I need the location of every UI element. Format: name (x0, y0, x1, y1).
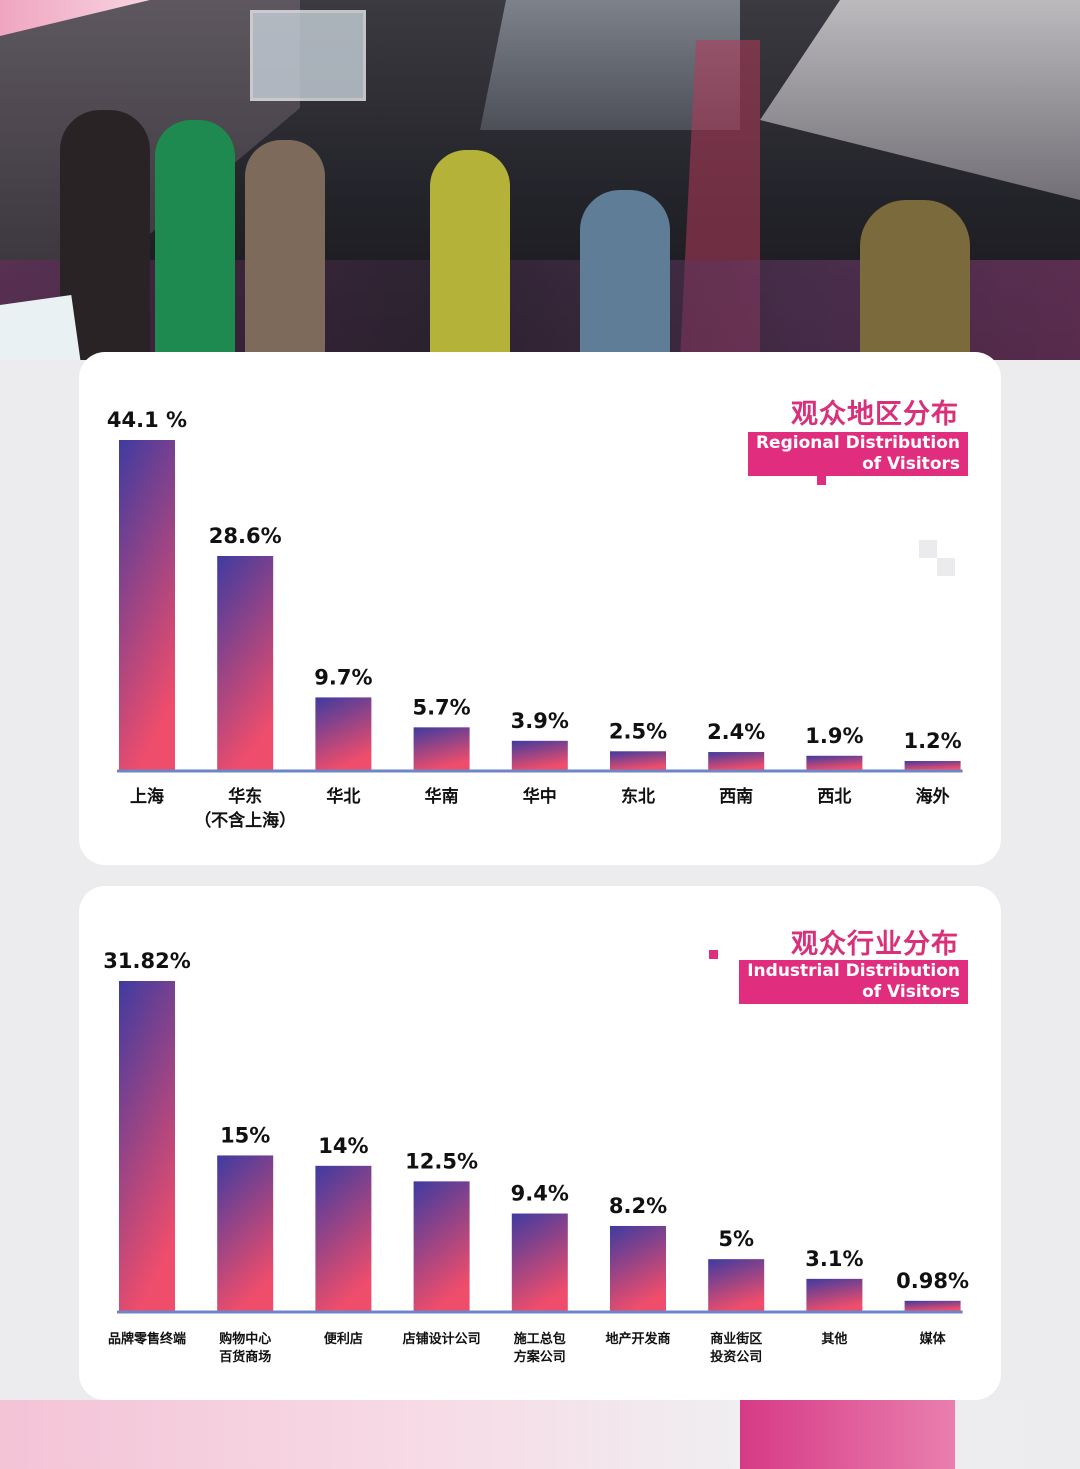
category-label: 百货商场 (219, 1349, 271, 1365)
bar (610, 751, 666, 770)
bar (413, 1181, 470, 1311)
bar (315, 697, 372, 770)
industrial-chart-card: 观众行业分布 Industrial Distribution of Visito… (79, 886, 1001, 1400)
category-label: 华北 (326, 786, 360, 807)
bar (708, 1259, 765, 1311)
category-label: 其他 (821, 1331, 847, 1347)
event-photo-banner (0, 0, 1080, 360)
bar (806, 1278, 863, 1311)
regional-title-square (817, 476, 826, 485)
industrial-title-cn: 观众行业分布 (791, 929, 959, 960)
category-label: 方案公司 (514, 1349, 566, 1365)
regional-title-en: Regional Distribution of Visitors (747, 432, 968, 476)
bar-value-label: 8.2% (609, 1194, 667, 1218)
category-label: 上海 (130, 786, 164, 807)
bar-value-label: 1.9% (805, 724, 863, 748)
bar-value-label: 14% (318, 1134, 368, 1158)
category-label: 媒体 (920, 1331, 947, 1347)
category-label: 地产开发商 (605, 1331, 670, 1347)
bar-value-label: 31.82% (103, 949, 190, 973)
category-label: 投资公司 (710, 1349, 762, 1365)
bar (413, 727, 470, 770)
bottom-pink-block (740, 1400, 955, 1469)
bar (119, 981, 175, 1311)
bar (708, 752, 765, 770)
bar (511, 1213, 568, 1311)
bar-value-label: 15% (220, 1123, 270, 1147)
regional-title-en-line1: Regional Distribution (755, 433, 960, 453)
bar (511, 740, 568, 770)
bar-value-label: 1.2% (903, 729, 961, 753)
category-label: 品牌零售终端 (108, 1331, 186, 1347)
category-label: 东北 (621, 786, 655, 807)
bar (904, 1300, 961, 1311)
decor-square (937, 558, 955, 576)
category-label: 施工总包 (514, 1331, 566, 1347)
bar-value-label: 2.4% (707, 720, 765, 744)
regional-title-cn: 观众地区分布 (791, 399, 959, 430)
bar (119, 440, 175, 770)
category-label: 西北 (817, 787, 851, 807)
category-label: 店铺设计公司 (403, 1331, 481, 1347)
regional-chart-card: 观众地区分布 Regional Distribution of Visitors… (79, 352, 1001, 865)
industrial-title-en-line1: Industrial Distribution (747, 961, 960, 981)
category-label: 西南 (719, 786, 753, 807)
bar-value-label: 5.7% (412, 695, 470, 719)
bar (217, 555, 274, 770)
category-label: 华南 (425, 786, 459, 807)
category-label: 购物中心 (219, 1331, 271, 1347)
bar-value-label: 0.98% (896, 1269, 969, 1293)
bar (904, 761, 961, 770)
regional-bar-chart: 44.1 % 上海 28.6% 华东 （不含上海） 9.7% 华北 5.7% 华南 3.9% 华中 2… (107, 408, 963, 831)
industrial-title-square (709, 950, 718, 959)
bar-value-label: 28.6% (209, 524, 282, 548)
bar-value-label: 2.5% (609, 719, 667, 743)
category-label: 便利店 (324, 1331, 363, 1347)
regional-title-en-line2: of Visitors (862, 454, 960, 474)
bar (217, 1155, 274, 1311)
bar-value-label: 3.1% (805, 1247, 863, 1271)
category-label: 华东 (228, 786, 262, 807)
bar (806, 755, 863, 770)
industrial-title-en-line2: of Visitors (862, 982, 960, 1002)
bar (315, 1165, 372, 1311)
industrial-title-en: Industrial Distribution of Visitors (739, 960, 968, 1004)
bar-value-label: 44.1 % (107, 408, 187, 432)
category-label: 华中 (523, 786, 557, 807)
bar-value-label: 3.9% (511, 709, 569, 733)
category-label: 商业街区 (710, 1331, 762, 1347)
bar-value-label: 9.4% (511, 1182, 569, 1206)
category-label: （不含上海） (194, 810, 296, 831)
bar-value-label: 9.7% (314, 665, 372, 689)
bar (610, 1225, 666, 1311)
decor-square (919, 540, 937, 558)
bar-value-label: 5% (718, 1227, 754, 1251)
bar-value-label: 12.5% (405, 1149, 478, 1173)
category-label: 海外 (916, 786, 950, 807)
